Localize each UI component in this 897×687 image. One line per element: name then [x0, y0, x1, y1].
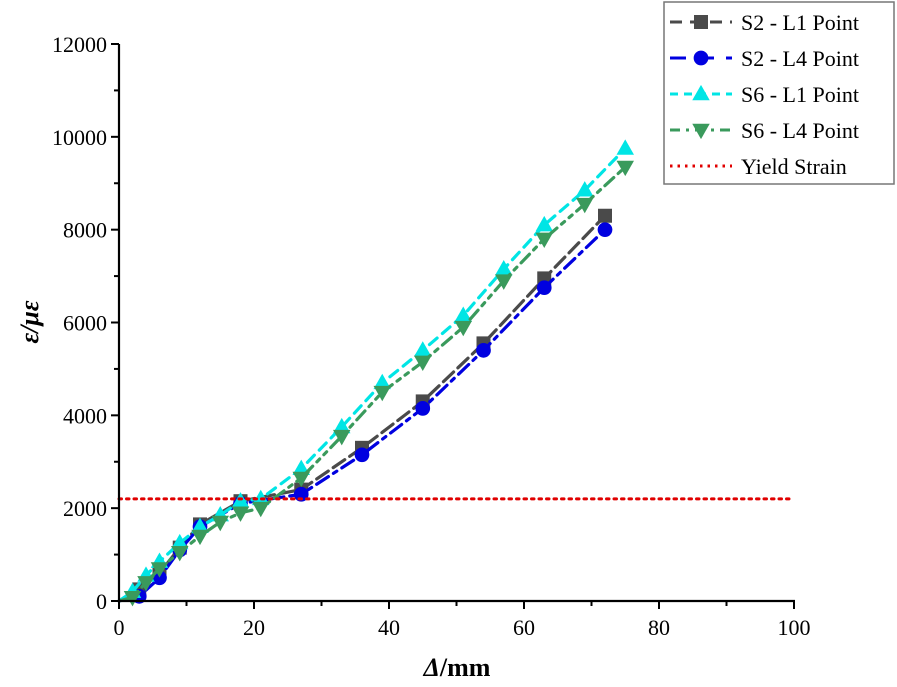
square-marker — [598, 208, 612, 223]
triangle-down-marker — [535, 232, 553, 249]
x-tick-label: 0 — [114, 615, 125, 640]
triangle-down-marker — [191, 529, 209, 546]
circle-marker — [693, 50, 709, 66]
triangle-down-marker — [333, 429, 351, 446]
legend-label: S6 - L1 Point — [741, 82, 859, 107]
triangle-down-marker — [137, 576, 155, 592]
legend-item: Yield Strain — [670, 154, 847, 179]
triangle-down-marker — [123, 590, 142, 607]
triangle-down-marker — [211, 515, 229, 532]
triangle-down-marker — [231, 506, 250, 522]
triangle-down-marker — [252, 501, 270, 518]
triangle-down-marker — [150, 562, 169, 578]
legend-label: Yield Strain — [741, 154, 847, 179]
triangle-down-marker — [616, 160, 634, 177]
triangle-up-marker — [171, 533, 189, 550]
y-axis-title: ε/με — [15, 300, 44, 343]
circle-marker — [476, 343, 491, 358]
triangle-down-marker — [692, 123, 710, 140]
circle-marker — [293, 486, 309, 502]
y-tick-label: 0 — [96, 589, 107, 614]
x-axis-title: Δ/mm — [423, 653, 491, 682]
circle-marker — [354, 447, 370, 463]
triangle-down-marker — [576, 197, 594, 214]
axes: 0 20 40 60 80 100 0 2000 4000 6000 8000 10000 12000 — [52, 32, 811, 640]
triangle-down-marker — [454, 320, 472, 337]
circle-marker — [536, 280, 552, 296]
y-tick-label: 12000 — [52, 32, 107, 57]
y-tick-label: 4000 — [63, 403, 107, 428]
series-s6-l4-point — [117, 160, 634, 607]
triangle-up-marker — [373, 373, 391, 390]
triangle-up-marker — [292, 459, 310, 476]
triangle-up-marker — [191, 517, 209, 534]
triangle-up-marker — [414, 341, 432, 357]
triangle-up-marker — [576, 181, 594, 197]
legend-label: S2 - L1 Point — [741, 10, 859, 35]
x-tick-label: 20 — [243, 615, 265, 640]
triangle-up-marker — [535, 215, 553, 232]
y-ticks: 0 2000 4000 6000 8000 10000 12000 — [52, 32, 119, 614]
circle-marker — [415, 401, 431, 416]
x-tick-label: 60 — [513, 615, 535, 640]
legend-label: S2 - L4 Point — [741, 46, 859, 71]
triangle-up-marker — [454, 306, 472, 322]
triangle-up-marker — [692, 84, 710, 101]
triangle-down-marker — [414, 355, 432, 372]
triangle-up-marker — [333, 417, 351, 434]
legend-item: S2 - L4 Point — [670, 46, 859, 71]
x-tick-label: 100 — [778, 615, 811, 640]
x-tick-label: 40 — [378, 615, 400, 640]
legend-item: S6 - L1 Point — [670, 82, 859, 107]
plot-series — [117, 139, 796, 607]
legend-box — [663, 1, 895, 185]
triangle-up-marker — [495, 260, 513, 276]
square-marker — [694, 15, 708, 29]
y-tick-label: 6000 — [63, 311, 107, 336]
y-tick-label: 8000 — [63, 218, 107, 243]
triangle-up-marker — [616, 139, 634, 155]
legend: S2 - L1 Point S2 - L4 Point S6 - L1 Point S… — [663, 1, 895, 185]
triangle-down-marker — [373, 385, 391, 402]
triangle-down-marker — [171, 545, 189, 562]
legend-label: S6 - L4 Point — [741, 118, 859, 143]
y-tick-label: 10000 — [52, 125, 107, 150]
circle-marker — [597, 222, 613, 238]
x-ticks: 0 20 40 60 80 100 — [114, 601, 811, 640]
triangle-up-marker — [252, 489, 270, 506]
y-tick-label: 2000 — [63, 496, 107, 521]
x-tick-label: 80 — [648, 615, 670, 640]
legend-item: S6 - L4 Point — [670, 118, 859, 143]
legend-item: S2 - L1 Point — [670, 10, 859, 35]
triangle-down-marker — [292, 471, 310, 488]
triangle-down-marker — [495, 274, 513, 290]
